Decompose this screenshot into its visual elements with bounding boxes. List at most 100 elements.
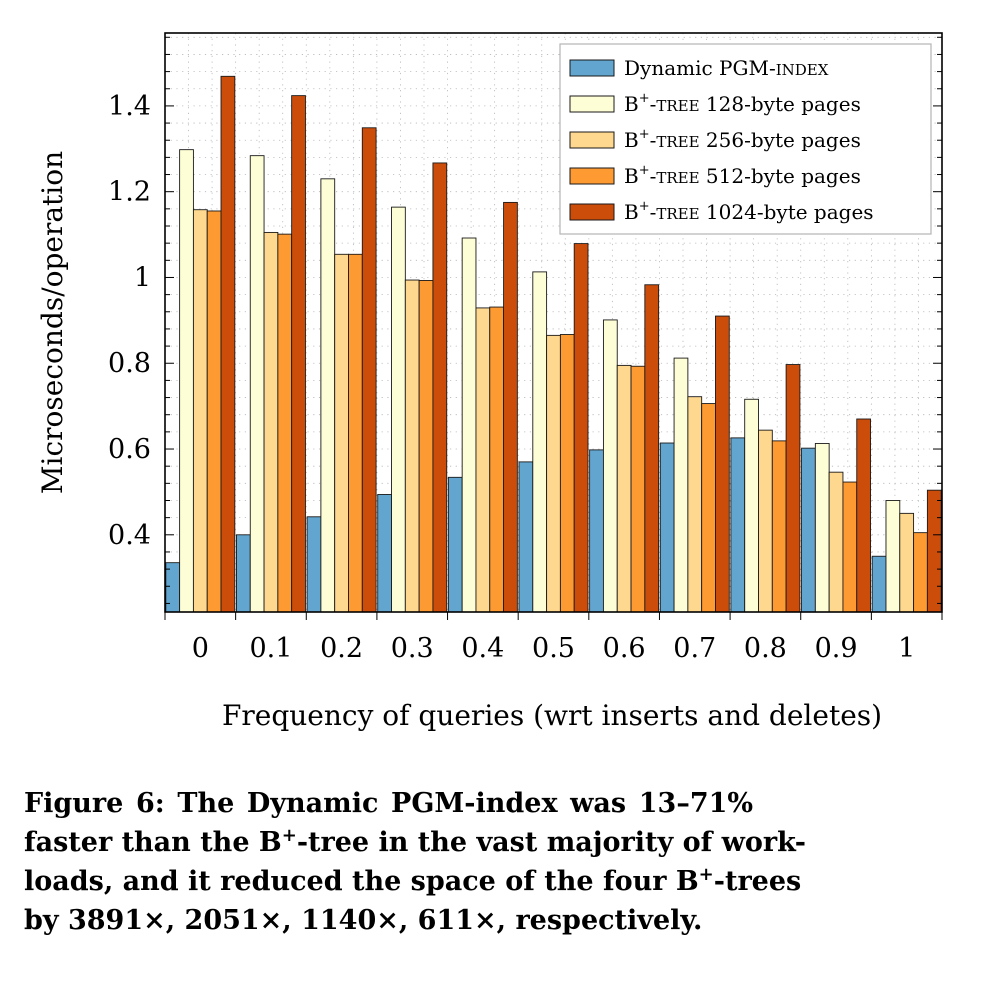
bar (503, 201, 518, 613)
bar (206, 210, 222, 613)
bar (589, 449, 604, 613)
x-tick-label: 0.8 (744, 633, 787, 664)
bar (291, 95, 306, 613)
bar (489, 306, 505, 613)
bar (165, 562, 181, 613)
bar (404, 279, 420, 613)
ticks (164, 36, 943, 620)
bar (334, 253, 349, 613)
bar (899, 512, 915, 613)
legend-swatch (569, 167, 615, 185)
bar (602, 319, 618, 613)
caption-text: faster than the B (24, 827, 282, 858)
figure-caption: Figure 6: The Dynamic PGM-index was 13–7… (24, 784, 979, 940)
bar (447, 476, 463, 613)
plot-frame (164, 32, 943, 613)
bars (165, 75, 942, 613)
bar (306, 516, 322, 613)
x-tick-label: 0.9 (815, 633, 858, 664)
bar (630, 365, 646, 613)
bar (277, 233, 293, 613)
y-tick-labels: 0.4 0.6 0.8 1 1.2 1.4 (108, 91, 151, 551)
bar (828, 471, 844, 613)
bar (659, 442, 675, 613)
x-tick-label: 0.4 (461, 633, 504, 664)
bar (559, 334, 575, 613)
caption-line: loads, and it reduced the space of the f… (24, 862, 979, 901)
x-tick-label: 1 (898, 633, 915, 664)
legend-swatch (569, 203, 615, 221)
legend-label: B+-TREE 512-byte pages (624, 163, 861, 188)
bar (320, 178, 336, 613)
bar (871, 555, 887, 613)
y-tick-label: 1.2 (108, 177, 151, 208)
caption-line: by 3891×, 2051×, 1140×, 611×, respective… (24, 905, 703, 936)
bar (814, 442, 830, 613)
bar (377, 494, 392, 613)
bar (926, 489, 942, 613)
y-tick-label: 0.6 (108, 434, 151, 465)
bar (715, 315, 730, 613)
x-tick-label: 0.2 (320, 633, 363, 664)
legend-label: B+-TREE 1024-byte pages (624, 199, 874, 224)
bar (687, 396, 703, 613)
caption-text: loads, and it reduced the space of the f… (24, 866, 699, 897)
legend-box (559, 43, 932, 235)
bar (785, 364, 801, 613)
y-axis-title: Microseconds/operation (36, 151, 69, 494)
legend-swatch (569, 131, 615, 149)
x-tick-labels: 0 0.1 0.2 0.3 0.4 0.5 0.6 0.7 0.8 0.9 1 (192, 633, 916, 664)
bar (236, 534, 251, 613)
bar (348, 253, 363, 613)
y-tick-label: 1 (134, 262, 151, 293)
bar-chart: 0.40.60.811.21.4 0 0.1 0.2 0.3 0.4 0.5 0.6 0.7 0… (36, 32, 943, 732)
x-tick-label: 0.6 (603, 633, 646, 664)
bar (546, 334, 561, 613)
bar (263, 231, 279, 613)
bar (573, 243, 589, 613)
x-tick-label: 0.3 (391, 633, 434, 664)
y-tick-label: 0.8 (108, 348, 151, 379)
legend-label: B+-TREE 256-byte pages (624, 127, 861, 152)
bar (418, 280, 434, 613)
bar (885, 500, 901, 613)
x-tick-label: 0.7 (673, 633, 716, 664)
bar (220, 75, 236, 613)
bar (475, 307, 491, 613)
y-tick-label: 0.4 (108, 520, 151, 551)
caption-line: Figure 6: The Dynamic PGM-index was 13–7… (24, 788, 754, 819)
y-tick-label: 1.4 (108, 91, 151, 122)
caption-line: faster than the B+-tree in the vast majo… (24, 823, 979, 862)
bar (518, 461, 534, 613)
bar (391, 206, 406, 613)
x-tick-label: 0.5 (532, 633, 575, 664)
caption-text: -trees (713, 866, 802, 897)
bar (771, 440, 787, 613)
bar (432, 162, 448, 613)
legend-label: B+-TREE 128-byte pages (624, 91, 861, 116)
bar (361, 127, 377, 613)
bar (673, 357, 689, 613)
legend-swatch (569, 95, 615, 113)
bar (744, 398, 759, 613)
bar (730, 437, 746, 613)
bar (192, 209, 208, 613)
legend: Dynamic PGM-INDEX B+-TREE 128-byte pages B… (559, 43, 932, 235)
x-tick-label: 0.1 (249, 633, 292, 664)
x-axis-title: Frequency of queries (wrt inserts and de… (222, 699, 882, 732)
bar (913, 532, 928, 613)
legend-swatch (569, 59, 615, 77)
bar (461, 237, 477, 613)
bar (842, 481, 858, 613)
bar (616, 364, 632, 613)
x-tick-label: 0 (192, 633, 209, 664)
caption-text: -tree in the vast majority of work- (296, 827, 806, 858)
bar (249, 155, 265, 613)
bar (701, 403, 716, 613)
legend-label: Dynamic PGM-INDEX (624, 56, 829, 80)
bar (532, 271, 548, 613)
bar (801, 447, 816, 613)
bar (179, 149, 194, 613)
caption-superscript: + (281, 825, 297, 846)
bar (758, 429, 773, 613)
